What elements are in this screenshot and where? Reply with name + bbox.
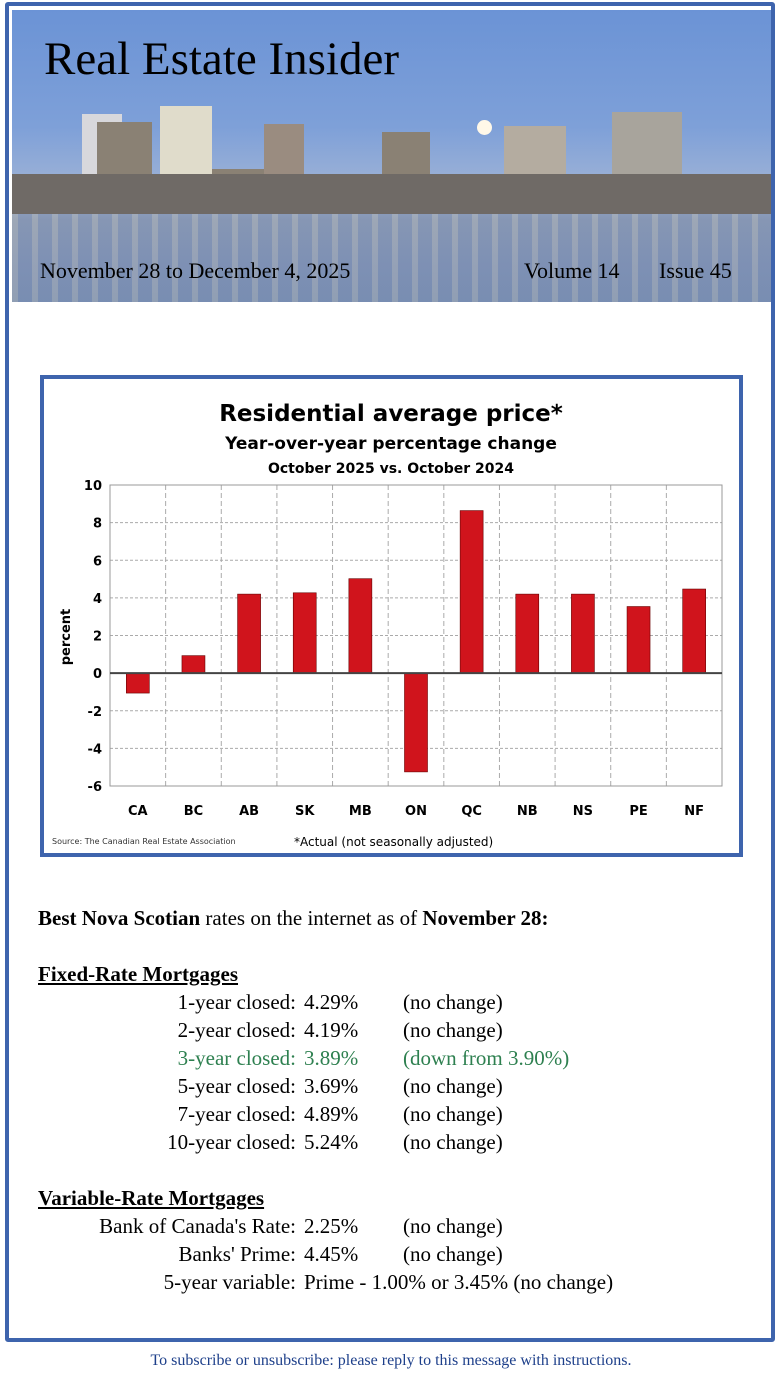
x-tick-label: AB — [239, 804, 259, 819]
x-tick-label: ON — [405, 804, 427, 819]
rate-value: 4.45% — [304, 1242, 359, 1266]
rate-value: Prime - 1.00% or 3.45% (no change) — [304, 1270, 614, 1294]
rate-label: Bank of Canada's Rate: — [99, 1214, 296, 1238]
bar-on — [404, 672, 428, 773]
rate-value: 3.69% — [304, 1074, 359, 1098]
rate-note: (no change) — [403, 1018, 503, 1042]
date-range: November 28 to December 4, 2025 — [40, 258, 351, 283]
rate-label: 5-year closed: — [177, 1074, 296, 1098]
bar-ab — [237, 593, 261, 674]
intro-bold-1: Best Nova Scotian — [38, 906, 201, 930]
rate-note: (no change) — [403, 1102, 503, 1126]
y-axis-label: percent — [59, 609, 74, 666]
x-tick-label: NB — [517, 804, 538, 819]
rate-value: 5.24% — [304, 1130, 359, 1154]
price-chart: Residential average price* Year-over-yea… — [40, 375, 743, 857]
rate-value: 2.25% — [304, 1214, 359, 1238]
rate-value: 4.89% — [304, 1102, 359, 1126]
rate-label: 10-year closed: — [167, 1130, 296, 1154]
chart-footnote: *Actual (not seasonally adjusted) — [294, 835, 493, 849]
rate-note: (no change) — [403, 1130, 503, 1154]
x-tick-label: NS — [573, 804, 593, 819]
y-tick-label: 8 — [93, 517, 102, 532]
chart-subtitle2: October 2025 vs. October 2024 — [268, 461, 514, 477]
chart-source: Source: The Canadian Real Estate Associa… — [52, 837, 236, 846]
variable-rate-heading: Variable-Rate Mortgages — [38, 1186, 265, 1210]
y-tick-label: -4 — [88, 742, 102, 757]
chart-svg: Residential average price* Year-over-yea… — [52, 401, 723, 849]
y-tick-label: 10 — [84, 479, 102, 494]
rate-label: 1-year closed: — [177, 990, 296, 1014]
x-tick-label: QC — [461, 804, 482, 819]
bar-bc — [181, 655, 206, 674]
rate-label: 7-year closed: — [177, 1102, 296, 1126]
y-tick-label: -2 — [88, 705, 102, 720]
y-tick-label: 4 — [93, 592, 102, 607]
subscribe-note: To subscribe or unsubscribe: please repl… — [150, 1352, 632, 1369]
bar-nb — [515, 593, 540, 674]
rate-value: 3.89% — [304, 1046, 359, 1070]
y-tick-label: -6 — [88, 780, 102, 795]
rate-value: 4.19% — [304, 1018, 359, 1042]
x-tick-label: SK — [295, 804, 315, 819]
intro-date: November 28: — [422, 906, 549, 930]
bar-sk — [292, 592, 317, 674]
rate-note: (down from 3.90%) — [403, 1046, 570, 1070]
rate-note: (no change) — [403, 1074, 503, 1098]
rate-value: 4.29% — [304, 990, 359, 1014]
chart-subtitle: Year-over-year percentage change — [224, 434, 557, 454]
issue: Issue 45 — [659, 258, 732, 283]
y-tick-label: 2 — [93, 630, 102, 645]
x-tick-label: BC — [184, 804, 203, 819]
header-banner: Real Estate Insider November 28 to Decem… — [12, 10, 771, 302]
bar-ns — [571, 593, 595, 674]
rate-label: 5-year variable: — [163, 1270, 296, 1294]
bar-qc — [459, 510, 484, 674]
bar-pe — [626, 606, 651, 674]
rate-note: (no change) — [403, 1214, 503, 1238]
volume: Volume 14 — [524, 258, 620, 283]
rate-label: Banks' Prime: — [178, 1242, 296, 1266]
rate-note: (no change) — [403, 1242, 503, 1266]
y-tick-label: 0 — [93, 667, 102, 682]
rate-label: 2-year closed: — [177, 1018, 296, 1042]
chart-title: Residential average price* — [219, 401, 563, 427]
intro-text: rates on the internet as of — [200, 906, 423, 930]
bar-nf — [682, 588, 706, 674]
plot-border — [109, 484, 723, 787]
rates-intro: Best Nova Scotian rates on the internet … — [38, 906, 549, 931]
x-tick-label: MB — [349, 804, 372, 819]
bar-mb — [348, 578, 373, 674]
x-tick-label: CA — [128, 804, 148, 819]
x-tick-label: PE — [629, 804, 647, 819]
x-tick-label: NF — [684, 804, 704, 819]
y-tick-label: 6 — [93, 554, 102, 569]
rate-note: (no change) — [403, 990, 503, 1014]
fixed-rate-heading: Fixed-Rate Mortgages — [38, 962, 239, 986]
rate-label: 3-year closed: — [177, 1046, 296, 1070]
newsletter-title: Real Estate Insider — [44, 33, 399, 85]
bar-ca — [126, 672, 150, 694]
